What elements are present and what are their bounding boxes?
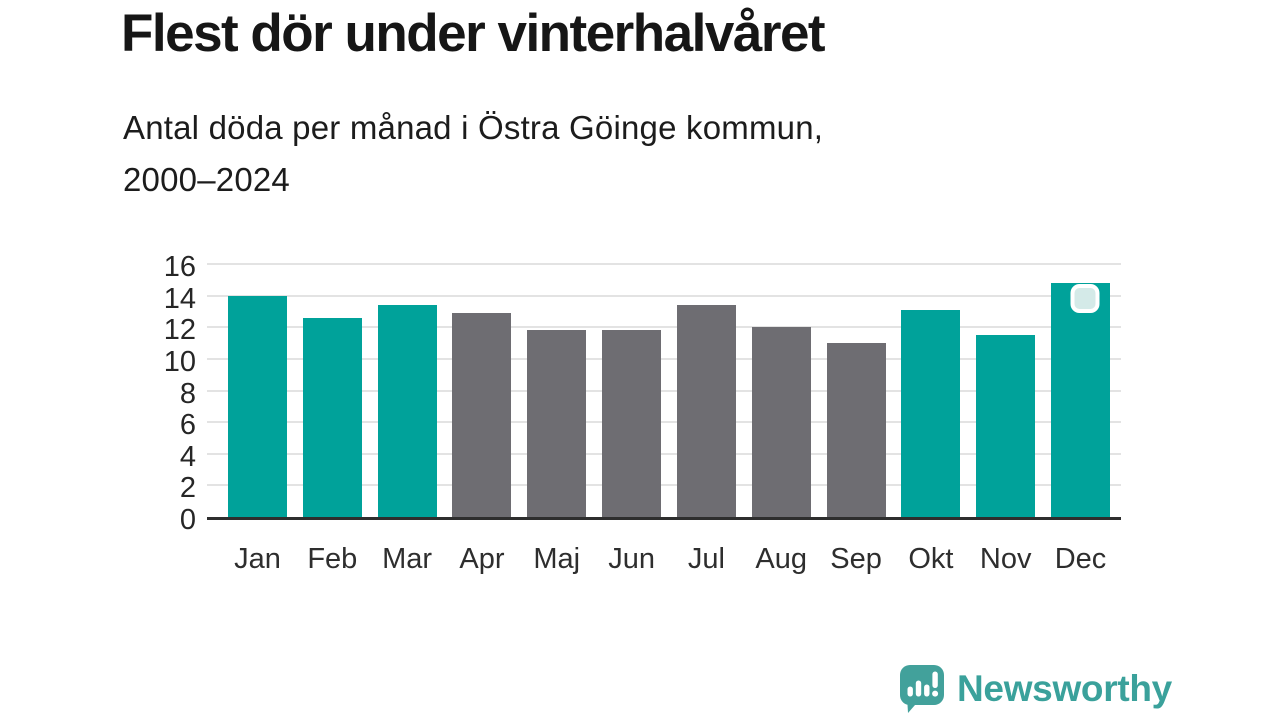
y-tick-10: 10 — [163, 345, 196, 378]
newsworthy-bubble-chart-icon — [899, 665, 944, 713]
y-tick-12: 12 — [163, 314, 196, 347]
x-label-mar: Mar — [382, 543, 433, 575]
chart-subtitle: Antal döda per månad i Östra Göinge komm… — [123, 102, 823, 206]
x-label-maj: Maj — [533, 543, 581, 575]
gridline-14 — [207, 294, 1121, 297]
plot-area — [207, 263, 1121, 520]
x-label-feb: Feb — [307, 543, 358, 575]
gridline-16 — [207, 263, 1121, 265]
bar-aug — [751, 327, 811, 517]
y-tick-16: 16 — [163, 251, 196, 283]
y-tick-6: 6 — [179, 409, 196, 442]
bar-jul — [676, 305, 736, 517]
x-label-sep: Sep — [830, 543, 882, 575]
bar-mar — [377, 305, 437, 517]
x-label-aug: Aug — [755, 543, 808, 575]
newsworthy-logo: Newsworthy — [899, 663, 1172, 715]
x-label-dec: Dec — [1054, 543, 1107, 575]
y-tick-14: 14 — [163, 282, 196, 315]
bar-apr — [452, 313, 512, 517]
brand-name: Newsworthy — [957, 668, 1172, 709]
x-label-okt: Okt — [908, 543, 954, 575]
x-label-apr: Apr — [459, 543, 505, 575]
y-tick-0: 0 — [179, 504, 196, 536]
page-title: Flest dör under vinterhalvåret — [121, 4, 826, 63]
bar-feb — [302, 317, 362, 517]
y-axis: 0 2 4 6 8 10 12 14 16 — [0, 252, 196, 535]
gridline-4 — [207, 452, 1121, 455]
bar-okt — [901, 309, 961, 517]
bar-dec — [1051, 282, 1111, 517]
bar-nov — [976, 335, 1036, 517]
gridline-2 — [207, 484, 1121, 487]
gridline-10 — [207, 357, 1121, 360]
y-tick-4: 4 — [179, 440, 196, 473]
chart-subtitle-line-2: 2000–2024 — [123, 161, 290, 198]
y-tick-8: 8 — [179, 377, 196, 410]
bar-jan — [228, 295, 287, 517]
bar-maj — [527, 330, 587, 517]
chart-subtitle-line-1: Antal döda per månad i Östra Göinge komm… — [123, 109, 824, 146]
x-label-jan: Jan — [234, 543, 281, 575]
x-axis: Jan Feb Mar Apr Maj Jun Jul Aug Sep Okt Nov Dec — [207, 541, 1121, 581]
gridline-12 — [207, 326, 1121, 329]
gridline-8 — [207, 389, 1121, 392]
gridline-6 — [207, 421, 1121, 424]
y-tick-2: 2 — [179, 472, 196, 505]
highlight-handle[interactable] — [1070, 283, 1100, 313]
x-label-nov: Nov — [979, 543, 1032, 575]
bar-sep — [826, 343, 886, 517]
x-label-jul: Jul — [687, 543, 725, 575]
bar-jun — [602, 330, 662, 517]
x-label-jun: Jun — [608, 543, 655, 575]
